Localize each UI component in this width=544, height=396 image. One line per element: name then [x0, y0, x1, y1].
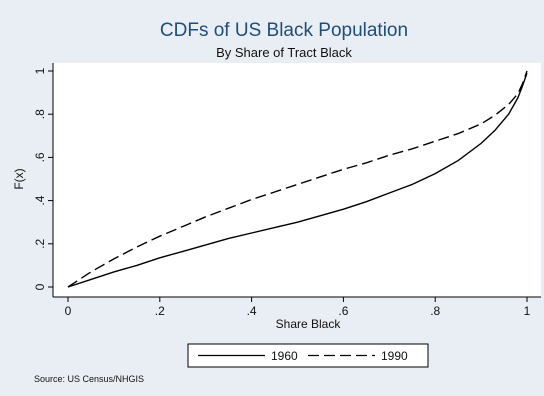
y-tick-label: .4: [33, 195, 47, 205]
y-tick-label: .6: [33, 152, 47, 162]
plot-area: [53, 63, 541, 297]
x-axis-ticks: 0 .2 .4 .6 .8 1: [65, 297, 531, 318]
x-tick-label: .6: [338, 304, 348, 318]
series-line-1990: [67, 70, 528, 288]
x-tick-label: .8: [430, 304, 440, 318]
legend: 1960 1990: [187, 343, 429, 368]
series-line-1960: [67, 72, 528, 288]
y-axis-title: F(x): [12, 168, 26, 189]
y-tick-label: .2: [33, 238, 47, 248]
chart-subtitle: By Share of Tract Black: [216, 45, 352, 60]
series-layer: [67, 70, 528, 288]
legend-label-1960: 1960: [271, 349, 298, 363]
x-tick-label: 0: [65, 304, 72, 318]
y-tick-label: .8: [33, 109, 47, 119]
source-note: Source: US Census/NHGIS: [34, 374, 144, 384]
chart-title: CDFs of US Black Population: [160, 20, 408, 41]
x-tick-label: 1: [524, 304, 531, 318]
x-axis-title: Share Black: [276, 317, 342, 331]
x-tick-label: .4: [247, 304, 257, 318]
legend-label-1990: 1990: [381, 349, 408, 363]
x-tick-label: .2: [155, 304, 165, 318]
y-tick-label: 0: [33, 283, 47, 290]
y-axis-ticks: 0 .2 .4 .6 .8 1: [33, 67, 53, 290]
y-tick-label: 1: [33, 67, 47, 74]
